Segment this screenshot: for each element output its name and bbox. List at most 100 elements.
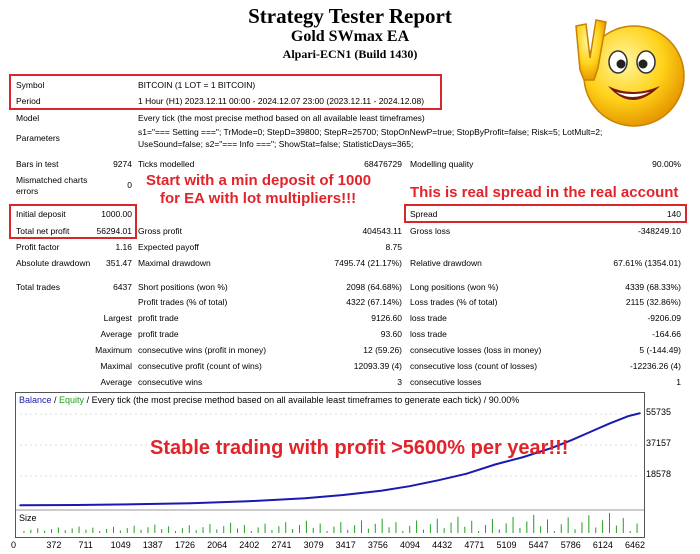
report-title: Strategy Tester Report — [248, 4, 452, 28]
x-tick-label: 4094 — [400, 540, 421, 550]
profit-factor-value: 1.16 — [115, 242, 132, 252]
largest-loss-value: -9206.09 — [647, 313, 681, 323]
quality-value: 90.00% — [652, 159, 681, 169]
volume-bar — [168, 526, 170, 533]
max-consec-profit-label: consecutive profit (count of wins) — [138, 361, 262, 371]
volume-bar — [547, 519, 548, 533]
volume-bar — [285, 522, 287, 533]
volume-bar — [237, 528, 238, 533]
long-positions-label: Long positions (won %) — [410, 282, 499, 292]
balance-point — [408, 485, 411, 487]
volume-bar — [519, 527, 521, 533]
volume-bar — [119, 530, 121, 533]
x-tick-label: 2741 — [271, 540, 292, 550]
average-loss-label: loss trade — [410, 329, 447, 339]
max-consec-loss-label: consecutive loss (count of losses) — [410, 361, 538, 371]
legend-description: / Every tick (the most precise method ba… — [84, 395, 520, 405]
volume-bar — [567, 517, 569, 533]
volume-bar — [354, 525, 356, 533]
x-tick-label: 4771 — [464, 540, 485, 550]
volume-bar — [450, 522, 452, 533]
balance-point — [608, 422, 610, 425]
volume-bar — [526, 521, 528, 533]
volume-bar — [299, 524, 300, 533]
volume-bar — [464, 526, 466, 533]
volume-label: Size — [19, 513, 37, 523]
initial-deposit-value: 1000.00 — [101, 209, 132, 219]
mismatch-value: 0 — [127, 180, 132, 190]
bars-value: 9274 — [113, 159, 132, 169]
profit-trades-label: Profit trades (% of total) — [138, 297, 228, 307]
x-tick-label: 1726 — [175, 540, 196, 550]
volume-bar — [37, 528, 39, 533]
relative-drawdown-value: 67.61% (1354.01) — [613, 258, 681, 268]
x-tick-label: 2064 — [207, 540, 228, 550]
y-tick-label: 18578 — [646, 469, 672, 480]
chart-legend: Balance / Equity / Every tick (the most … — [19, 395, 519, 405]
peace-smiley-icon — [575, 19, 685, 127]
volume-bar — [154, 524, 156, 533]
parameters-line-1: s1="=== Setting ==="; TrMode=0; StepD=39… — [138, 127, 603, 137]
balance-point — [551, 447, 553, 449]
volume-bar — [264, 523, 266, 533]
spread-highlight — [404, 204, 687, 223]
volume-bar — [443, 528, 445, 533]
gross-profit-value: 404543.11 — [362, 226, 402, 236]
balance-point — [494, 463, 496, 466]
x-tick-label: 3079 — [303, 540, 324, 550]
ticks-value: 68476729 — [364, 159, 402, 169]
ticks-label: Ticks modelled — [138, 159, 195, 169]
expected-payoff-value: 8.75 — [385, 242, 402, 252]
volume-bar — [99, 531, 101, 533]
absolute-drawdown-value: 351.47 — [106, 258, 132, 268]
balance-point — [437, 479, 439, 482]
volume-bar — [78, 526, 80, 533]
legend-equity: Equity — [59, 395, 85, 405]
balance-point — [342, 494, 344, 496]
volume-bar — [388, 527, 390, 533]
volume-bar — [347, 529, 349, 533]
volume-bar — [533, 514, 535, 533]
y-tick-label: 37157 — [646, 438, 672, 449]
volume-bar — [195, 530, 197, 533]
model-label: Model — [16, 113, 40, 123]
volume-bar — [485, 525, 486, 533]
mismatch-label-1: Mismatched charts — [16, 175, 88, 185]
volume-bar — [57, 527, 59, 533]
volume-bar — [271, 530, 273, 533]
average-loss-value: -164.66 — [652, 329, 681, 339]
average-profit-value: 93.60 — [380, 329, 402, 339]
largest-profit-value: 9126.60 — [371, 313, 402, 323]
relative-drawdown-label: Relative drawdown — [410, 258, 482, 268]
volume-bar — [615, 525, 617, 533]
x-tick-label: 0 — [11, 540, 17, 550]
deposit-note-line-2: for EA with lot multipliers!!! — [160, 190, 357, 207]
volume-bar — [478, 531, 480, 533]
spread-value: 140 — [666, 209, 681, 219]
long-positions-value: 4339 (68.33%) — [625, 282, 681, 292]
volume-bar — [106, 528, 108, 533]
volume-bar — [23, 531, 25, 533]
volume-bar — [553, 531, 555, 533]
balance-line-plot — [16, 412, 644, 533]
volume-bar — [133, 525, 135, 533]
volume-bar — [71, 528, 73, 533]
volume-bar — [402, 531, 404, 533]
volume-bar — [223, 526, 225, 533]
volume-bar — [602, 520, 604, 533]
volume-bar — [423, 529, 424, 533]
volume-bar — [209, 523, 211, 533]
server-build: Alpari-ECN1 (Build 1430) — [282, 47, 418, 61]
volume-bar — [512, 516, 514, 533]
average-label: Average — [100, 329, 132, 339]
profit-factor-label: Profit factor — [16, 242, 60, 252]
x-tick-label: 4432 — [432, 540, 453, 550]
short-positions-value: 2098 (64.68%) — [346, 282, 402, 292]
x-tick-label: 5109 — [496, 540, 517, 550]
volume-bar — [498, 529, 500, 533]
loss-trades-value: 2115 (32.86%) — [625, 297, 681, 307]
balance-point — [589, 431, 591, 433]
symbol-period-highlight — [9, 74, 442, 110]
volume-bar — [457, 516, 459, 533]
volume-bar — [367, 528, 369, 533]
